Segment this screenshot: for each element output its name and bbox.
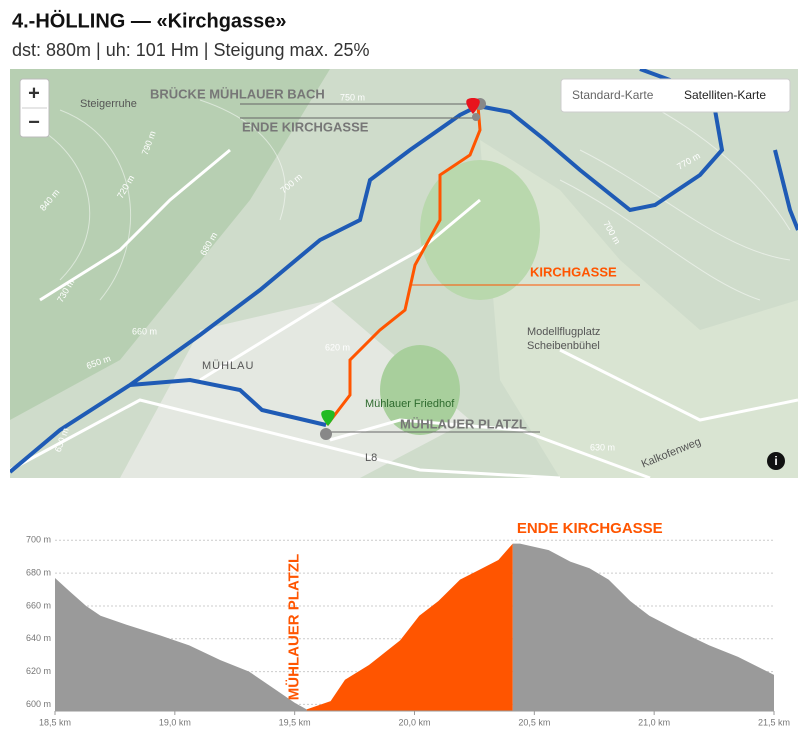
y-tick-label: 620 m <box>26 666 51 676</box>
annotation: ENDE KIRCHGASSE <box>517 520 663 537</box>
contour-label: 620 m <box>325 342 350 352</box>
info-button-bg <box>767 452 785 470</box>
place-label: Modellflugplatz <box>527 326 600 338</box>
forest <box>420 160 540 300</box>
park <box>380 345 460 435</box>
route-label: BRÜCKE MÜHLAUER BACH <box>150 86 325 101</box>
zoom-in-button[interactable]: + <box>28 82 40 104</box>
place-label: MÜHLAU <box>202 360 254 372</box>
y-tick-label: 680 m <box>26 567 51 577</box>
y-tick-label: 660 m <box>26 600 51 610</box>
end-pin <box>466 98 480 114</box>
highlight-area <box>306 543 513 711</box>
route-label: ENDE KIRCHGASSE <box>242 119 369 134</box>
x-tick-label: 18,5 km <box>39 717 71 727</box>
route <box>773 149 798 231</box>
x-tick-label: 21,0 km <box>638 717 670 727</box>
roads <box>10 148 798 478</box>
start-pin <box>321 410 335 426</box>
annotation: MÜHLAUER PLATZL <box>286 554 303 700</box>
zoom-out-button[interactable]: − <box>28 111 40 133</box>
contour-label: 660 m <box>132 326 157 336</box>
x-tick-label: 21,5 km <box>758 717 790 727</box>
terrain <box>10 69 330 420</box>
x-tick-label: 20,5 km <box>518 717 550 727</box>
map: BRÜCKE MÜHLAUER BACH ENDE KIRCHGASSE KIR… <box>10 69 798 478</box>
y-tick-label: 700 m <box>26 535 51 545</box>
x-tick-label: 20,0 km <box>398 717 430 727</box>
title: 4.-HÖLLING — «Kirchgasse» <box>12 9 287 32</box>
map-type-control <box>560 78 791 113</box>
end-point <box>472 113 480 121</box>
map-type-button[interactable]: Standard-Karte <box>572 88 654 102</box>
terrain <box>480 140 798 478</box>
elevation-profile: 600 m 620 m 640 m 660 m 680 m 700 m 18,5 km 19,… <box>26 520 790 727</box>
highlight-route <box>325 105 482 426</box>
route-label: MÜHLAUER PLATZL <box>400 416 527 431</box>
x-tick-label: 19,0 km <box>159 717 191 727</box>
route <box>129 377 327 427</box>
subtitle: dst: 880m | uh: 101 Hm | Steigung max. 2… <box>12 40 370 60</box>
y-tick-label: 640 m <box>26 633 51 643</box>
place-label: Mühlauer Friedhof <box>365 398 455 410</box>
place-label: L8 <box>365 452 377 464</box>
contour-label: 630 m <box>590 442 615 452</box>
settlement <box>120 300 470 478</box>
y-tick-label: 600 m <box>26 699 51 709</box>
x-tick-label: 19,5 km <box>279 717 311 727</box>
start-point <box>320 428 332 440</box>
info-button[interactable]: i <box>774 454 777 468</box>
contour-label: 750 m <box>340 92 365 102</box>
route-label: KIRCHGASSE <box>530 264 617 279</box>
place-label: Scheibenbühel <box>527 340 600 352</box>
map-type-button[interactable]: Satelliten-Karte <box>684 88 766 102</box>
profile-area <box>55 578 307 711</box>
place-label: Steigerruhe <box>80 98 137 110</box>
profile-area <box>512 543 774 711</box>
